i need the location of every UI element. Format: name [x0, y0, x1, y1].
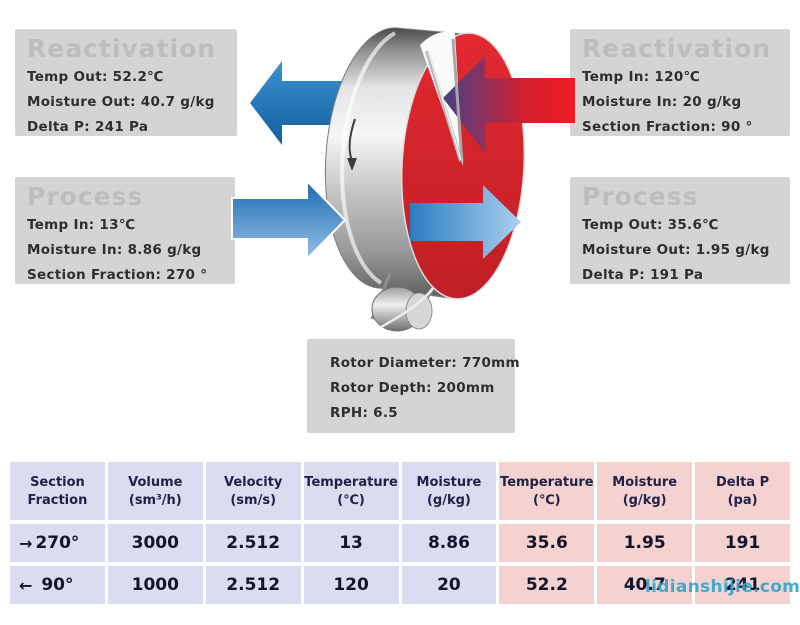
rotor-rph: RPH: 6.5: [330, 405, 399, 421]
reactivation-inlet-box: Reactivation Temp In: 120℃ Moisture In: …: [570, 29, 790, 136]
process-temp-out: Temp Out: 35.6℃: [582, 217, 719, 233]
table-cell: 1000: [107, 566, 203, 604]
reactivation-temp-out: Temp Out: 52.2℃: [27, 69, 164, 85]
col-header-section-fraction: Section Fraction: [10, 462, 105, 520]
process-inlet-title: Process: [27, 182, 144, 211]
process-section-fraction: Section Fraction: 270 °: [27, 267, 208, 283]
rotor-specs-box: Rotor Diameter: 770mm Rotor Depth: 200mm…: [307, 339, 520, 433]
right-arrow-icon: →: [19, 533, 33, 553]
table-row-reactivation-section: ← 90°: [10, 566, 105, 604]
drive-belt-pulley: [370, 272, 435, 332]
rotor-depth: Rotor Depth: 200mm: [330, 380, 495, 396]
rotor-diagram: [231, 27, 575, 332]
table-cell: 120: [303, 566, 399, 604]
reactivation-moisture-out: Moisture Out: 40.7 g/kg: [27, 94, 215, 110]
sector-divider: [425, 38, 464, 162]
table-cell: 35.6: [499, 524, 595, 562]
reactivation-outlet-title: Reactivation: [27, 34, 217, 63]
process-moisture-in: Moisture In: 8.86 g/kg: [27, 242, 202, 258]
col-header-delta-p: Delta P (pa): [695, 462, 790, 520]
col-header-temperature-out: Temperature (℃): [499, 462, 595, 520]
col-header-moisture-out: Moisture (g/kg): [597, 462, 693, 520]
results-table: Section Fraction Volume (sm³/h) Velocity…: [10, 462, 790, 604]
col-header-volume: Volume (sm³/h): [107, 462, 203, 520]
process-delta-p: Delta P: 191 Pa: [582, 267, 704, 283]
table-cell: 13: [303, 524, 399, 562]
left-arrow-icon: ←: [19, 575, 33, 595]
process-in-arrow: [231, 178, 347, 262]
col-header-moisture-in: Moisture (g/kg): [401, 462, 497, 520]
process-temp-in: Temp In: 13℃: [27, 217, 136, 233]
reactivation-delta-p: Delta P: 241 Pa: [27, 119, 149, 135]
table-cell: 2.512: [205, 524, 301, 562]
col-header-velocity: Velocity (sm/s): [205, 462, 301, 520]
table-cell: 1.95: [597, 524, 693, 562]
rotor-diameter: Rotor Diameter: 770mm: [330, 355, 520, 371]
table-row-process-section: → 270°: [10, 524, 105, 562]
reactivation-section-fraction: Section Fraction: 90 °: [582, 119, 753, 135]
rotation-arrow-icon: [347, 118, 357, 171]
site-watermark: lidianshijie.com: [645, 577, 800, 597]
reactivation-outlet-box: Reactivation Temp Out: 52.2℃ Moisture Ou…: [15, 29, 237, 136]
col-header-temperature-in: Temperature (℃): [303, 462, 399, 520]
process-moisture-out: Moisture Out: 1.95 g/kg: [582, 242, 770, 258]
table-cell: 8.86: [401, 524, 497, 562]
table-cell: 20: [401, 566, 497, 604]
reactivation-moisture-in: Moisture In: 20 g/kg: [582, 94, 742, 110]
table-cell: 52.2: [499, 566, 595, 604]
process-outlet-box: Process Temp Out: 35.6℃ Moisture Out: 1.…: [570, 177, 790, 284]
reactivation-inlet-title: Reactivation: [582, 34, 772, 63]
table-cell: 3000: [107, 524, 203, 562]
reactivation-in-arrow: [443, 56, 575, 153]
process-inlet-box: Process Temp In: 13℃ Moisture In: 8.86 g…: [15, 177, 235, 284]
table-cell: 2.512: [205, 566, 301, 604]
process-outlet-title: Process: [582, 182, 699, 211]
table-cell: 241: [695, 566, 790, 604]
table-cell: 191: [695, 524, 790, 562]
process-out-arrow: [410, 185, 521, 259]
table-cell: 40.7: [597, 566, 693, 604]
reactivation-temp-in: Temp In: 120℃: [582, 69, 701, 85]
